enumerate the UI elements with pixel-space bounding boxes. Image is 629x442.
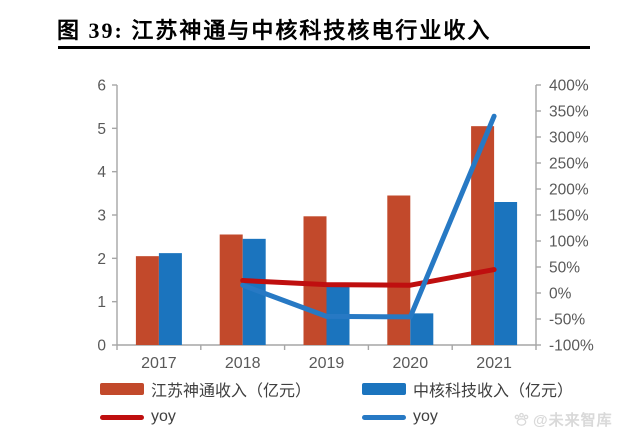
legend-item-yoy-blue: yoy xyxy=(362,408,438,426)
bar-jiangsu-shentong-2021 xyxy=(471,126,495,346)
legend-label: 江苏神通收入（亿元） xyxy=(151,383,312,400)
left-axis-tick-label: 0 xyxy=(97,338,106,355)
legend-item-yoy-red: yoy xyxy=(100,408,176,426)
right-axis-tick-label: 250% xyxy=(549,156,589,173)
bar-jiangsu-shentong-2017 xyxy=(135,256,159,345)
right-axis-tick-label: 400% xyxy=(549,78,589,95)
left-axis-tick-label: 3 xyxy=(97,208,106,225)
x-axis-category-label: 2021 xyxy=(476,355,512,372)
bar-zhonghe-keji-2017 xyxy=(158,253,182,345)
right-axis-tick-label: 200% xyxy=(549,182,589,199)
legend-item-jiangsu-shentong-revenue: 江苏神通收入（亿元） xyxy=(100,377,311,401)
left-axis-tick-label: 4 xyxy=(97,164,106,181)
x-axis-category-label: 2017 xyxy=(141,355,177,372)
left-axis-tick-label: 5 xyxy=(97,121,106,138)
right-axis-tick-label: 50% xyxy=(549,260,580,277)
legend-line-swatch-red xyxy=(100,414,144,420)
right-axis-tick-label: -50% xyxy=(549,312,585,329)
yoy-line-jiangsu-shentong xyxy=(240,267,497,288)
watermark-text: @未来智库 xyxy=(533,412,613,429)
legend-item-zhonghe-keji-revenue: 中核科技收入（亿元） xyxy=(362,377,573,401)
x-axis-category-label: 2019 xyxy=(309,355,345,372)
right-axis-tick-label: 100% xyxy=(549,234,589,251)
legend-bar-swatch-red xyxy=(100,383,144,395)
right-axis-tick-label: 150% xyxy=(549,208,589,225)
right-axis-tick-label: 300% xyxy=(549,130,589,147)
legend-line-swatch-blue xyxy=(362,414,406,420)
title-underline xyxy=(58,46,590,49)
left-axis-tick-label: 6 xyxy=(97,78,106,95)
left-axis-tick-label: 1 xyxy=(97,294,106,311)
left-axis-tick-label: 2 xyxy=(97,251,106,268)
legend-label: yoy xyxy=(413,408,438,425)
right-axis-tick-label: 350% xyxy=(549,104,589,121)
right-axis-tick-label: 0% xyxy=(549,286,572,303)
bar-zhonghe-keji-2020 xyxy=(410,313,434,345)
bar-zhonghe-keji-2021 xyxy=(494,202,518,345)
paw-icon xyxy=(514,412,529,426)
bar-jiangsu-shentong-2019 xyxy=(303,216,327,345)
right-axis-tick-label: -100% xyxy=(549,338,594,355)
figure-title: 图 39: 江苏神通与中核科技核电行业收入 xyxy=(57,18,492,43)
x-axis-category-label: 2020 xyxy=(393,355,429,372)
bar-jiangsu-shentong-2020 xyxy=(387,195,411,345)
legend-label: 中核科技收入（亿元） xyxy=(413,383,574,400)
legend-bar-swatch-blue xyxy=(362,383,406,395)
watermark: @未来智库 xyxy=(514,409,613,430)
legend-label: yoy xyxy=(151,408,176,425)
bar-jiangsu-shentong-2018 xyxy=(219,234,243,345)
x-axis-category-label: 2018 xyxy=(225,355,261,372)
yoy-line-zhonghe-keji xyxy=(240,113,497,320)
